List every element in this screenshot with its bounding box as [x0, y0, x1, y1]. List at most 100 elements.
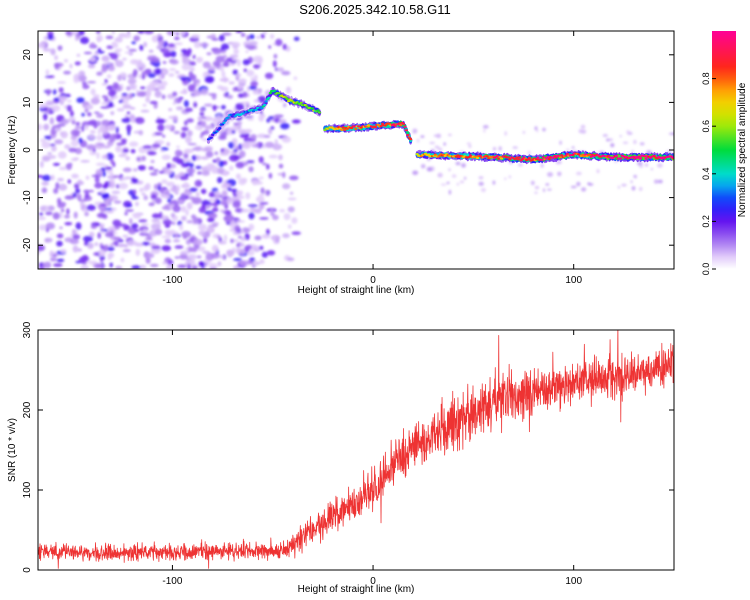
- noise-blob: [264, 141, 275, 148]
- noise-blob: [170, 59, 179, 65]
- noise-blob: [245, 50, 249, 53]
- noise-speckle: [483, 129, 486, 133]
- noise-blob: [77, 248, 82, 252]
- noise-blob: [199, 42, 209, 48]
- noise-blob: [188, 196, 195, 200]
- noise-blob: [195, 82, 200, 87]
- noise-blob: [162, 134, 166, 138]
- noise-blob: [259, 245, 264, 250]
- noise-blob: [122, 249, 131, 253]
- noise-blob: [138, 219, 148, 223]
- signal-point: [403, 125, 407, 128]
- noise-blob: [115, 60, 124, 68]
- signal-point: [671, 156, 674, 159]
- x-tick-label: -100: [162, 275, 182, 286]
- noise-blob: [189, 187, 198, 192]
- noise-blob: [223, 160, 228, 165]
- noise-blob: [84, 192, 90, 199]
- noise-speckle: [412, 170, 419, 176]
- noise-blob: [242, 91, 248, 98]
- noise-blob: [101, 82, 108, 86]
- noise-blob: [89, 130, 96, 134]
- noise-blob: [85, 175, 90, 180]
- noise-blob: [265, 189, 271, 197]
- noise-blob: [226, 249, 235, 257]
- noise-blob: [151, 246, 161, 250]
- y-tick-label: 10: [22, 96, 33, 108]
- noise-blob: [50, 174, 55, 181]
- noise-blob: [51, 145, 57, 152]
- noise-blob: [96, 152, 100, 159]
- noise-blob: [183, 100, 189, 108]
- noise-blob: [106, 74, 112, 79]
- noise-blob: [212, 104, 217, 112]
- signal-point: [343, 128, 347, 131]
- spectrogram-signal-layer: [206, 86, 674, 165]
- noise-blob: [42, 174, 52, 182]
- noise-blob: [145, 183, 151, 190]
- noise-blob: [192, 197, 203, 205]
- noise-blob: [194, 179, 203, 187]
- signal-point: [443, 154, 447, 157]
- noise-blob: [129, 141, 139, 147]
- noise-blob: [110, 172, 114, 178]
- noise-blob: [44, 135, 52, 140]
- noise-blob: [195, 56, 204, 63]
- noise-blob: [126, 94, 130, 101]
- signal-point: [401, 122, 406, 125]
- noise-blob: [78, 137, 83, 144]
- noise-blob: [253, 208, 262, 214]
- noise-blob: [282, 233, 290, 239]
- signal-point: [285, 97, 289, 100]
- noise-blob: [150, 159, 155, 164]
- noise-blob: [57, 178, 64, 182]
- noise-blob: [167, 259, 174, 266]
- noise-blob: [229, 154, 239, 162]
- noise-speckle: [466, 142, 472, 145]
- spectrogram-y-ticks: -20 -10 0 10 20: [22, 49, 674, 252]
- noise-blob: [137, 157, 141, 161]
- noise-speckle: [482, 125, 489, 129]
- noise-speckle: [412, 128, 418, 134]
- noise-blob: [155, 118, 166, 124]
- noise-blob: [181, 215, 187, 221]
- noise-blob: [189, 162, 194, 169]
- noise-blob: [180, 205, 187, 213]
- noise-blob: [179, 250, 190, 255]
- noise-blob: [113, 236, 122, 241]
- noise-speckle: [522, 130, 526, 134]
- colorbar-label: Normalized spectral amplitude: [737, 82, 748, 217]
- noise-blob: [208, 93, 217, 96]
- noise-blob: [59, 226, 63, 230]
- noise-blob: [250, 134, 257, 140]
- noise-blob: [256, 35, 261, 39]
- noise-blob: [54, 128, 62, 132]
- x-tick-label: 0: [370, 576, 376, 587]
- noise-blob: [54, 62, 60, 70]
- noise-blob: [229, 165, 234, 171]
- noise-blob: [236, 195, 245, 199]
- noise-blob: [177, 264, 188, 269]
- noise-blob: [90, 224, 97, 229]
- signal-point: [229, 113, 233, 116]
- noise-blob: [130, 117, 137, 123]
- noise-blob: [204, 146, 213, 152]
- noise-blob: [217, 261, 222, 267]
- noise-blob: [199, 112, 205, 116]
- signal-point: [230, 115, 234, 118]
- colorbar-tick-label: 0.0: [701, 263, 711, 276]
- noise-blob: [174, 36, 180, 41]
- signal-point: [546, 156, 550, 159]
- noise-blob: [254, 235, 262, 241]
- noise-blob: [130, 149, 136, 154]
- noise-blob: [237, 84, 244, 90]
- noise-blob: [279, 209, 286, 213]
- noise-blob: [87, 81, 97, 84]
- noise-blob: [179, 175, 189, 181]
- noise-blob: [75, 222, 82, 230]
- noise-speckle: [610, 143, 615, 148]
- noise-blob: [76, 193, 81, 198]
- noise-blob: [67, 162, 73, 166]
- noise-blob: [184, 107, 193, 113]
- noise-blob: [75, 36, 79, 42]
